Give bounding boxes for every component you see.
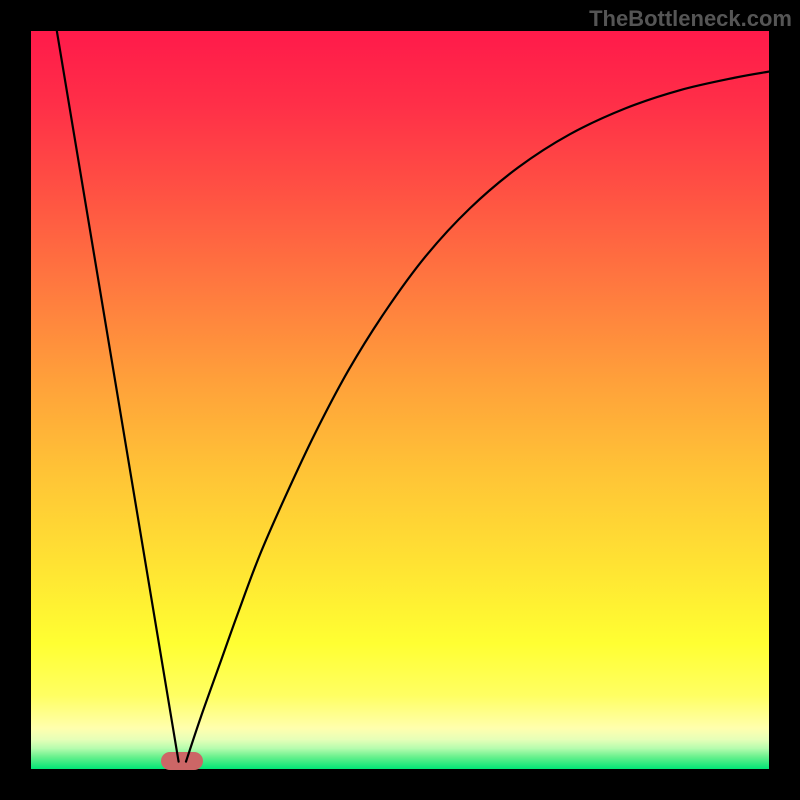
watermark-text: TheBottleneck.com (589, 6, 792, 32)
optimal-point-marker (161, 752, 203, 770)
chart-container: TheBottleneck.com (0, 0, 800, 800)
plot-area (31, 31, 769, 769)
heatmap-gradient (31, 31, 769, 769)
